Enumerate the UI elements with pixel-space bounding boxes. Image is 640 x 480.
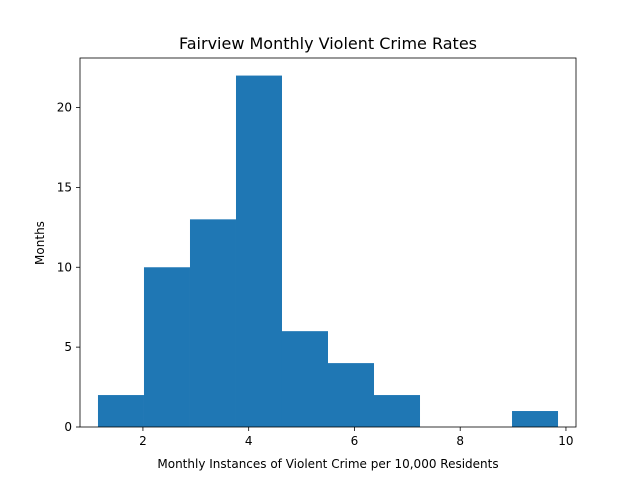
histogram-bar-2	[189, 219, 236, 427]
histogram-bar-9	[512, 411, 559, 427]
x-tick-label: 2	[139, 434, 147, 448]
y-tick-label: 15	[57, 180, 72, 194]
y-axis-label: Months	[33, 221, 47, 265]
x-tick-label: 10	[558, 434, 573, 448]
plot-frame	[79, 57, 577, 428]
x-axis-ticks: 2 4 6 8 10	[139, 427, 574, 448]
x-tick-label: 4	[245, 434, 253, 448]
chart-title: Fairview Monthly Violent Crime Rates	[179, 34, 477, 53]
x-axis-label: Monthly Instances of Violent Crime per 1…	[157, 457, 498, 471]
histogram-bar-4	[281, 331, 328, 427]
histogram-bar-5	[328, 363, 375, 427]
histogram-bar-0	[97, 395, 144, 427]
y-tick-label: 5	[64, 340, 72, 354]
x-tick-label: 6	[351, 434, 359, 448]
histogram-bar-3	[235, 75, 282, 428]
x-tick-label: 8	[456, 434, 464, 448]
y-tick-label: 10	[57, 260, 72, 274]
y-axis-ticks: 0 5 10 15 20	[57, 101, 80, 434]
y-tick-label: 20	[57, 101, 72, 115]
histogram-bar-1	[143, 267, 190, 427]
histogram-bar-6	[374, 395, 421, 427]
y-tick-label: 0	[64, 420, 72, 434]
bars-group	[97, 75, 559, 428]
